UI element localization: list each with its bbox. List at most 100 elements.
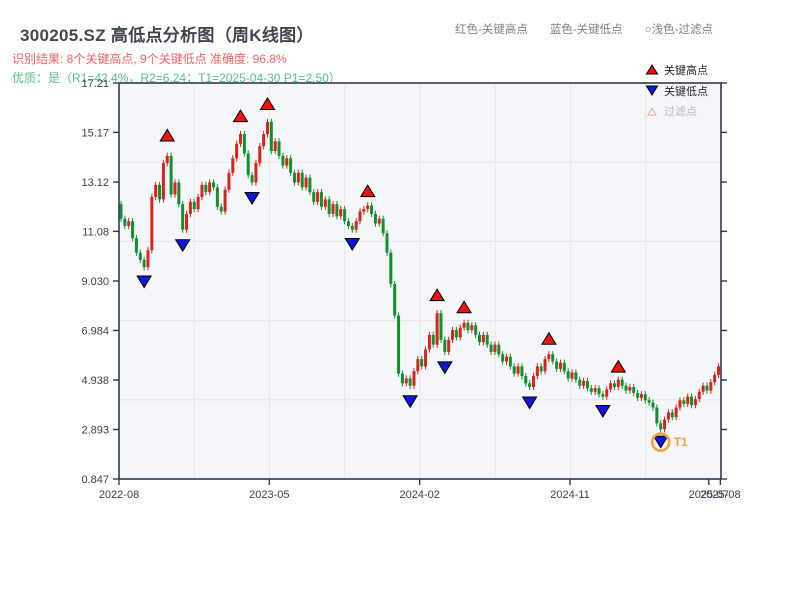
candle <box>119 204 123 219</box>
candle <box>262 134 266 147</box>
candle <box>520 366 524 377</box>
candle <box>138 252 142 260</box>
candle <box>424 349 428 367</box>
candle <box>531 376 535 387</box>
candle <box>370 205 374 214</box>
candle <box>200 184 204 197</box>
candle <box>601 394 605 397</box>
quality-result-text: 优质：是（R1=42.4%，R2=6.24；T1=2025-04-30 P1=2… <box>12 71 341 85</box>
t1-circle <box>650 432 671 453</box>
axis-ticks <box>113 82 727 485</box>
candle <box>566 371 570 379</box>
candle <box>173 182 177 195</box>
candle <box>362 209 366 212</box>
candle <box>354 221 358 230</box>
x-tick-label: 2024-02 <box>400 489 440 501</box>
page-legend-key-high: 红色-关键高点 <box>455 24 528 36</box>
candle <box>547 354 551 360</box>
candle <box>327 199 331 214</box>
candle <box>343 209 347 222</box>
candle <box>312 192 316 202</box>
candle <box>535 366 539 377</box>
y-tick-label: 2.893 <box>81 424 109 436</box>
candle <box>632 386 636 394</box>
candle <box>250 175 254 183</box>
candle <box>539 366 543 372</box>
y-tick-label: 9.030 <box>81 276 109 288</box>
candle <box>308 177 312 193</box>
candle <box>582 380 586 386</box>
candle <box>493 344 497 352</box>
candle <box>612 383 616 387</box>
candle <box>558 362 562 369</box>
x-tick-label: 2022-08 <box>99 489 139 501</box>
candle <box>389 252 393 285</box>
candle <box>686 396 690 404</box>
candle <box>497 344 501 355</box>
y-tick-label: 4.938 <box>81 375 109 387</box>
candle <box>485 334 489 345</box>
y-tick-label: 0.847 <box>81 474 109 486</box>
candle <box>381 218 385 234</box>
candle <box>416 359 420 372</box>
candle <box>597 388 601 395</box>
candle <box>204 184 208 193</box>
candle <box>690 396 694 406</box>
key-high-marker <box>541 331 557 345</box>
candle <box>501 354 505 362</box>
candle <box>335 204 339 217</box>
y-tick-label: 15.17 <box>81 127 109 139</box>
candle <box>346 221 350 227</box>
y-tick-label: 13.12 <box>81 177 109 189</box>
candle <box>478 334 482 343</box>
x-tick-label: 2023-05 <box>249 489 289 501</box>
candle <box>466 322 470 331</box>
candle <box>227 172 231 190</box>
candle <box>146 250 150 268</box>
candle <box>481 334 485 343</box>
candle <box>177 182 181 205</box>
grid <box>119 83 721 479</box>
key-high-marker <box>359 184 376 198</box>
candle <box>281 155 285 166</box>
candle <box>188 201 192 214</box>
key-low-marker <box>521 396 538 410</box>
recognition-result-text: 识别结果: 8个关键高点, 9个关键低点 准确度: 96.8% <box>12 52 287 66</box>
legend-triangle-down-icon <box>645 85 659 96</box>
candle <box>643 394 647 401</box>
candle <box>624 385 628 391</box>
candle <box>570 372 574 379</box>
candle <box>697 391 701 400</box>
candle <box>154 184 158 197</box>
candle <box>443 339 447 352</box>
candle <box>158 184 162 200</box>
candle <box>605 389 609 397</box>
candle <box>239 134 243 144</box>
candle <box>304 177 308 188</box>
candle <box>208 182 212 193</box>
page-legend-key-low: 蓝色-关键低点 <box>549 24 623 36</box>
y-tick-label: 6.984 <box>81 325 109 337</box>
candle <box>289 158 293 173</box>
candle <box>246 153 250 176</box>
legend-item-label: 关键高点 <box>664 63 708 77</box>
candle <box>578 379 582 386</box>
key-high-marker <box>456 300 472 314</box>
candle <box>628 386 632 391</box>
candle <box>666 412 670 420</box>
candle <box>524 376 528 384</box>
candle <box>331 204 335 214</box>
candle <box>393 284 397 316</box>
key-low-marker <box>594 404 611 418</box>
y-tick-label: 11.08 <box>82 226 109 238</box>
candle <box>674 407 678 418</box>
candle <box>285 158 289 166</box>
candle <box>319 192 323 207</box>
t1-annotation: T1 <box>650 432 688 453</box>
candle <box>435 313 439 345</box>
candle <box>400 373 404 384</box>
candle <box>431 334 435 345</box>
candle <box>474 325 478 335</box>
candle <box>636 393 640 398</box>
